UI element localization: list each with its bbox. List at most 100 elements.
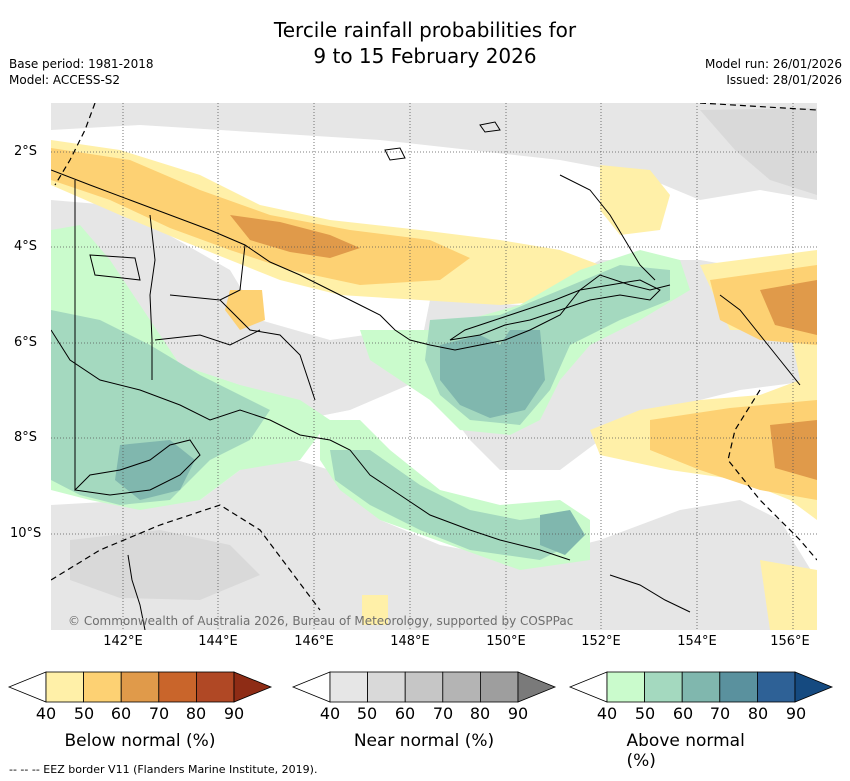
border-province-4 bbox=[219, 299, 316, 401]
colorbar-above-tick: 50 bbox=[634, 704, 656, 723]
coastline-new-britain bbox=[449, 279, 661, 341]
colorbar-below-tick: 90 bbox=[223, 704, 245, 723]
colorbar-near-segment bbox=[329, 671, 368, 703]
lon-label-148e: 148°E bbox=[390, 634, 430, 649]
map-plot-area bbox=[51, 103, 817, 630]
eez-border-south bbox=[51, 504, 321, 611]
lon-label-152e: 152°E bbox=[581, 634, 621, 649]
colorbar-title-near: Near normal (%) bbox=[353, 731, 495, 751]
eez-border-northwest bbox=[54, 103, 96, 186]
lon-label-144e: 144°E bbox=[198, 634, 238, 649]
near-normal-regions bbox=[51, 103, 817, 630]
colorbar-below-tick: 80 bbox=[185, 704, 207, 723]
colorbar-above-extend-low bbox=[568, 671, 608, 703]
lon-label-154e: 154°E bbox=[677, 634, 717, 649]
colorbar-title-above: Above normal (%) bbox=[626, 731, 745, 771]
below-normal-small-patch bbox=[362, 595, 388, 625]
colorbar-near-tick: 70 bbox=[432, 704, 454, 723]
colorbar-below-segment bbox=[83, 671, 122, 703]
colorbar-above-tick: 70 bbox=[709, 704, 731, 723]
above-normal-regions bbox=[51, 225, 690, 570]
near-normal-region-southwest-dark bbox=[70, 530, 260, 600]
lat-label-2s: 2°S bbox=[14, 144, 38, 159]
colorbar-above-extend-high bbox=[794, 671, 834, 703]
eez-borders bbox=[51, 103, 817, 611]
colorbar-above-segment bbox=[681, 671, 721, 703]
colorbar-near-tick: 90 bbox=[507, 704, 529, 723]
border-province-3 bbox=[169, 244, 246, 301]
above-normal-west-50 bbox=[51, 310, 270, 505]
near-normal-region-north bbox=[51, 103, 817, 200]
copyright-notice: © Commonwealth of Australia 2026, Bureau… bbox=[68, 614, 574, 628]
coastline-manus bbox=[479, 121, 501, 133]
colorbar-below-extend-high bbox=[233, 671, 273, 703]
lon-label-156e: 156°E bbox=[770, 634, 810, 649]
colorbar-near-tick: 60 bbox=[394, 704, 416, 723]
lat-label-4s: 4°S bbox=[14, 239, 38, 254]
below-normal-northern-band-50 bbox=[51, 148, 470, 285]
issued-date: Issued: 28/01/2026 bbox=[726, 73, 842, 87]
colorbar-below-segment bbox=[45, 671, 84, 703]
coastline-bougainville bbox=[719, 294, 801, 386]
colorbar-near-segment bbox=[442, 671, 481, 703]
province-borders bbox=[74, 180, 316, 490]
meta-left: Base period: 1981-2018 Model: ACCESS-S2 bbox=[9, 56, 154, 88]
colorbar-near-segment bbox=[367, 671, 406, 703]
colorbar-below-segment bbox=[195, 671, 235, 703]
colorbar-below-tick: 60 bbox=[110, 704, 132, 723]
near-normal-region-south bbox=[51, 455, 817, 630]
coastline-new-guinea-south bbox=[51, 329, 571, 561]
below-normal-east-60 bbox=[760, 280, 817, 335]
colorbar-near-tick: 40 bbox=[319, 704, 341, 723]
border-province-5 bbox=[154, 329, 261, 346]
above-normal-south-60 bbox=[540, 510, 585, 555]
colorbar-above-tick: 80 bbox=[747, 704, 769, 723]
meta-right: Model run: 26/01/2026 Issued: 28/01/2026 bbox=[705, 56, 842, 88]
lon-label-142e: 142°E bbox=[103, 634, 143, 649]
coastline-cape-york bbox=[127, 554, 146, 630]
colorbar-below-segment bbox=[158, 671, 197, 703]
colorbar-title-below: Below normal (%) bbox=[64, 731, 216, 751]
border-province-2 bbox=[89, 254, 141, 281]
colorbar-near-extend-high bbox=[517, 671, 557, 703]
lat-label-8s: 8°S bbox=[14, 430, 38, 445]
lon-label-150e: 150°E bbox=[486, 634, 526, 649]
below-normal-regions bbox=[51, 140, 817, 630]
coastline-admiralty-islands bbox=[384, 147, 406, 161]
coastline-torres-strait bbox=[73, 439, 201, 496]
colorbar-above-segment bbox=[644, 671, 683, 703]
coastline-milne-bay-islands bbox=[609, 574, 691, 613]
base-period: Base period: 1981-2018 bbox=[9, 57, 154, 71]
lat-label-10s: 10°S bbox=[10, 526, 42, 541]
coastlines bbox=[51, 121, 801, 630]
coastline-new-ireland bbox=[559, 174, 656, 281]
model-run: Model run: 26/01/2026 bbox=[704, 57, 842, 71]
border-province-1 bbox=[149, 214, 156, 380]
coastline-new-guinea-north bbox=[51, 169, 671, 351]
colorbar-below-tick: 70 bbox=[148, 704, 170, 723]
eez-border-east bbox=[727, 389, 817, 561]
above-normal-west-60 bbox=[115, 440, 195, 500]
below-normal-south-strip bbox=[760, 560, 817, 630]
colorbar-near-segment bbox=[404, 671, 444, 703]
below-normal-west-patch bbox=[225, 290, 265, 330]
colorbar-below-tick: 50 bbox=[73, 704, 95, 723]
below-normal-patch-north bbox=[600, 165, 670, 235]
colorbar-above-segment bbox=[719, 671, 758, 703]
lon-label-146e: 146°E bbox=[294, 634, 334, 649]
below-normal-northern-band-40 bbox=[51, 140, 600, 305]
below-normal-southeast-60 bbox=[770, 420, 817, 480]
colorbar-below-tick: 40 bbox=[35, 704, 57, 723]
above-normal-central-60 bbox=[440, 330, 545, 418]
colorbars bbox=[7, 671, 834, 703]
title-line-1: Tercile rainfall probabilities for bbox=[273, 18, 577, 42]
model-name: Model: ACCESS-S2 bbox=[9, 73, 121, 87]
colorbar-above-tick: 90 bbox=[785, 704, 807, 723]
eez-footnote: -- -- -- EEZ border V11 (Flanders Marine… bbox=[9, 763, 318, 776]
lat-label-6s: 6°S bbox=[14, 335, 38, 350]
title-line-2: 9 to 15 February 2026 bbox=[313, 44, 537, 68]
colorbar-near-segment bbox=[479, 671, 519, 703]
colorbar-below-segment bbox=[120, 671, 160, 703]
near-normal-region-northeast bbox=[700, 108, 817, 195]
